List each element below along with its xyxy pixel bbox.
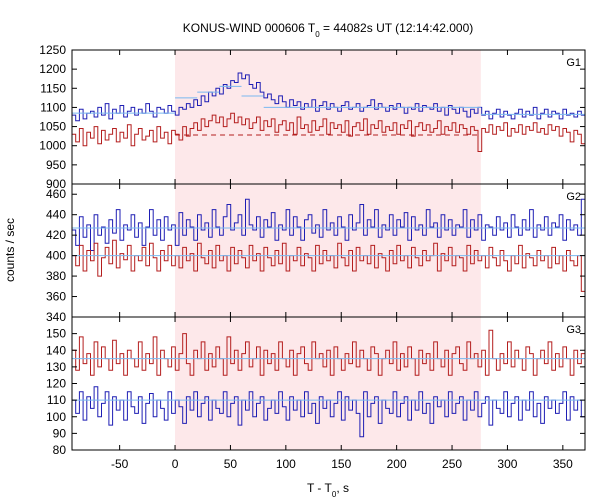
x-tick-label: -50 [111, 457, 129, 471]
y-tick-label: 1250 [39, 43, 66, 57]
y-tick-label: 90 [53, 426, 67, 440]
series-g2-blue [72, 198, 585, 251]
y-tick-label: 420 [46, 228, 66, 242]
y-tick-label: 80 [53, 443, 67, 457]
y-tick-label: 1150 [40, 81, 66, 95]
x-tick-label: 200 [387, 457, 407, 471]
series-g1-blue [72, 72, 585, 122]
series-g2-red [72, 239, 585, 292]
y-tick-label: 150 [46, 327, 66, 341]
y-tick-label: 380 [46, 269, 66, 283]
plot-layer: 900950100010501100115012001250G134036038… [39, 43, 586, 471]
y-tick-label: 1000 [39, 139, 66, 153]
panel-label-g3: G3 [566, 324, 581, 336]
y-tick-label: 400 [46, 249, 66, 263]
y-tick-label: 1100 [40, 100, 66, 114]
panel-g1: 900 950 1000 1050 1100 1150 1200 1250 G1 [39, 43, 586, 191]
y-tick-label: 130 [46, 360, 66, 374]
y-tick-label: 110 [47, 393, 66, 407]
panel-g3: 80 90 100 110 120 130 140 150 -50 0 50 100 150 200 250… [46, 316, 586, 471]
y-tick-label: 950 [46, 158, 66, 172]
x-tick-label: 150 [331, 457, 351, 471]
y-tick-label: 1200 [39, 62, 66, 76]
y-tick-label: 100 [46, 410, 66, 424]
x-tick-label: 0 [172, 457, 179, 471]
panel-label-g1: G1 [566, 57, 581, 69]
burst-interval-shade [175, 50, 481, 450]
x-tick-label: 100 [276, 457, 296, 471]
x-tick-label: 350 [553, 457, 573, 471]
y-tick-label: 120 [46, 377, 66, 391]
y-tick-label: 440 [46, 208, 66, 222]
x-tick-label: 50 [224, 457, 238, 471]
y-tick-label: 460 [46, 187, 66, 201]
y-tick-label: 900 [46, 177, 66, 191]
y-tick-label: 360 [46, 290, 66, 304]
chart-title: KONUS-WIND 000606 T0 = 44082s UT (12:14:… [183, 21, 474, 39]
y-tick-label: 340 [46, 310, 66, 324]
x-axis-label: T - T0, s [307, 481, 349, 499]
x-tick-label: 250 [442, 457, 462, 471]
panel-label-g2: G2 [566, 191, 581, 203]
series-g1-red [72, 112, 585, 152]
series-g3-red [72, 329, 585, 376]
y-axis-label: counts / sec [3, 218, 17, 282]
x-tick-label: 300 [497, 457, 517, 471]
y-tick-label: 140 [46, 343, 66, 357]
y-tick-label: 1050 [39, 120, 66, 134]
